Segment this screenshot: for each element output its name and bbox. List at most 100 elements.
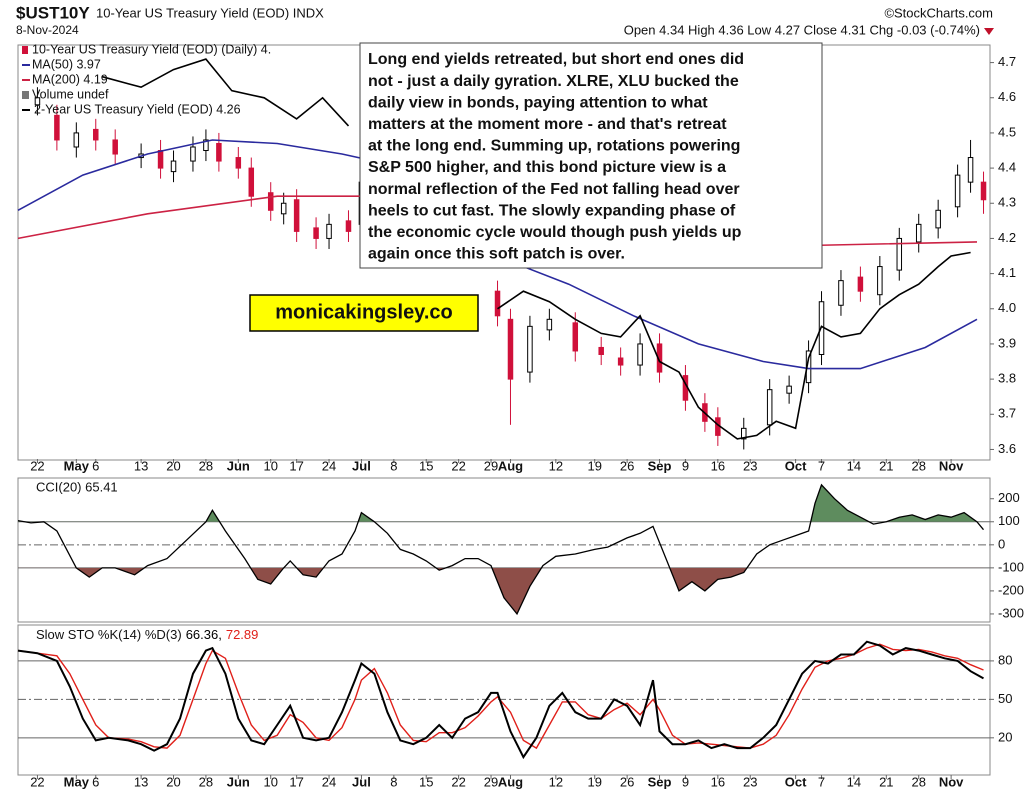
x-tick-label: Jun [227, 774, 250, 789]
x-tick-label: 15 [419, 458, 433, 473]
candle-body [741, 427, 747, 440]
x-tick-label: 9 [682, 458, 689, 473]
annotation-line: not - just a daily gyration. XLRE, XLU b… [368, 73, 739, 90]
candle-body [598, 346, 604, 355]
y-tick-label: 4.1 [998, 265, 1016, 280]
quote: Open 4.34 High 4.36 Low 4.27 Close 4.31 … [624, 22, 980, 37]
candle-body [617, 357, 624, 366]
candle-body [34, 97, 41, 106]
x-tick-label: 29 [484, 774, 498, 789]
x-tick-label: 19 [587, 458, 601, 473]
candle-body [637, 343, 643, 366]
y-tick-label: 4.2 [998, 230, 1016, 245]
x-tick-label: 17 [289, 458, 303, 473]
x-tick-label: 6 [92, 774, 99, 789]
candle-body [248, 167, 255, 197]
x-tick-label: 10 [263, 774, 277, 789]
candle-body [572, 322, 579, 352]
x-tick-label: 14 [847, 458, 861, 473]
y-tick-label: 4.6 [998, 89, 1016, 104]
y-tick-label: 4.3 [998, 195, 1016, 210]
candle-body [190, 146, 196, 162]
candle-body [93, 128, 99, 141]
y-tick-label: -300 [998, 605, 1024, 620]
x-tick-label: Aug [498, 458, 523, 473]
x-tick-label: 15 [419, 774, 433, 789]
x-tick-label: 14 [847, 774, 861, 789]
y-tick-label: 3.9 [998, 335, 1016, 350]
source: ©StockCharts.com [884, 5, 993, 20]
subtitle: 10-Year US Treasury Yield (EOD) INDX [96, 5, 324, 20]
candle-body [280, 202, 287, 215]
candle-body [112, 139, 118, 155]
x-tick-label: 20 [166, 774, 180, 789]
x-tick-label: Jul [352, 774, 371, 789]
x-tick-label: Oct [785, 774, 807, 789]
x-tick-label: Oct [785, 458, 807, 473]
x-tick-label: 21 [879, 774, 893, 789]
x-tick-label: 13 [134, 774, 148, 789]
annotation-line: S&P 500 higher, and this bond picture vi… [368, 159, 726, 176]
y-tick-label: 200 [998, 490, 1020, 505]
label-part: Slow STO %K(14) %D(3) [36, 627, 182, 642]
candle-body [345, 220, 352, 232]
legend-label: Volume undef [32, 87, 109, 101]
x-tick-label: 23 [743, 458, 757, 473]
label-part: 66.36, [186, 627, 222, 642]
candle-body [267, 192, 274, 211]
candle-body [170, 160, 177, 173]
x-tick-label: 17 [289, 774, 303, 789]
x-tick-label: 22 [451, 774, 465, 789]
candle-body [786, 385, 792, 394]
candle-body [877, 266, 883, 296]
candle-body [896, 237, 903, 271]
x-tick-label: May [64, 458, 90, 473]
x-tick-label: 24 [322, 458, 336, 473]
down-arrow [984, 28, 994, 35]
x-tick-label: Aug [498, 774, 523, 789]
x-tick-label: 26 [620, 458, 634, 473]
y-tick-label: 4.0 [998, 300, 1016, 315]
x-tick-label: 28 [911, 458, 925, 473]
x-tick-label: 28 [199, 458, 213, 473]
x-tick-label: 22 [30, 458, 44, 473]
candle-body [915, 223, 922, 243]
candle-body [935, 209, 941, 229]
x-tick-label: 10 [263, 458, 277, 473]
x-tick-label: 7 [818, 774, 825, 789]
line-series [101, 58, 971, 440]
legend-label: 2-Year US Treasury Yield (EOD) 4.26 [34, 102, 241, 116]
x-tick-label: 8 [390, 458, 397, 473]
line-series [17, 139, 978, 370]
x-tick-label: 13 [134, 458, 148, 473]
y-tick-label: 80 [998, 652, 1012, 667]
candle-body [838, 280, 844, 306]
candle-body [293, 199, 300, 232]
watermark-box [249, 294, 479, 332]
symbol: $UST10Y [16, 3, 90, 22]
cci-line [17, 483, 985, 616]
annotation-line: daily view in bonds, paying attention to… [368, 94, 708, 111]
x-tick-label: 21 [879, 458, 893, 473]
y-tick-label: 3.6 [998, 441, 1016, 456]
candle-body [967, 157, 974, 183]
y-tick-label: 4.4 [998, 160, 1016, 175]
watermark: monicakingsley.co [275, 301, 452, 323]
x-tick-label: 9 [682, 774, 689, 789]
indicator-label: CCI(20) 65.41 [36, 479, 118, 494]
x-tick-label: Nov [939, 774, 964, 789]
candle-body [766, 389, 773, 426]
x-tick-label: 29 [484, 458, 498, 473]
annotation-box [359, 42, 823, 269]
y-tick-label: 3.7 [998, 406, 1016, 421]
x-tick-label: 12 [549, 458, 563, 473]
x-tick-label: Jul [352, 458, 371, 473]
y-tick-label: 4.5 [998, 124, 1016, 139]
y-tick-label: 100 [998, 513, 1020, 528]
y-tick-label: 50 [998, 691, 1012, 706]
candle-body [73, 132, 80, 148]
candle-body [203, 139, 209, 152]
candle-body [157, 150, 164, 169]
x-tick-label: 16 [711, 774, 725, 789]
candle-body [954, 174, 961, 208]
